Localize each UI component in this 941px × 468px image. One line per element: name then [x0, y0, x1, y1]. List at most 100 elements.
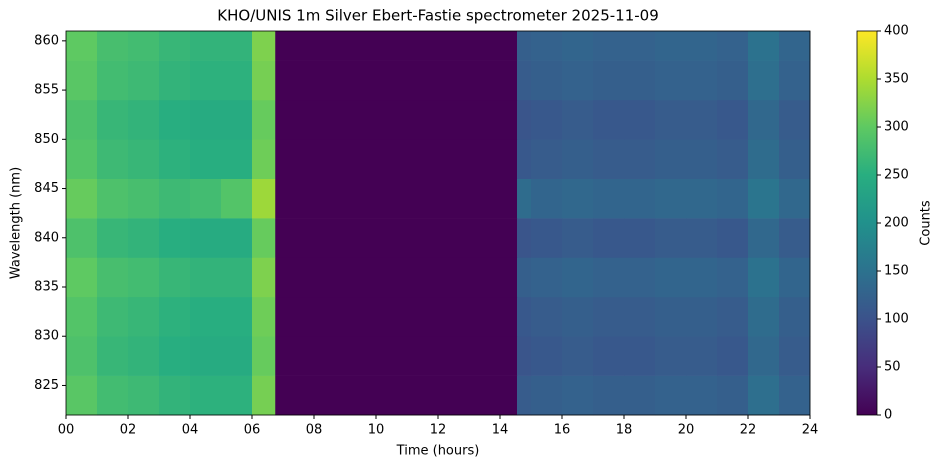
heatmap-cell: [128, 178, 160, 219]
heatmap-cell: [517, 336, 532, 376]
heatmap-cell: [252, 375, 276, 416]
heatmap-cell: [97, 296, 129, 337]
heatmap-cell: [159, 139, 191, 179]
heatmap-cell: [128, 139, 160, 179]
heatmap-cell: [66, 336, 98, 376]
y-tick-label: 825: [34, 378, 59, 393]
heatmap-cell: [562, 257, 594, 298]
heatmap-cell: [655, 218, 687, 258]
heatmap-cell: [66, 178, 98, 219]
heatmap-cell: [128, 218, 160, 258]
heatmap-cell: [531, 99, 563, 140]
heatmap-cell: [97, 257, 129, 298]
heatmap-cell: [97, 31, 129, 61]
heatmap-cell: [655, 99, 687, 140]
heatmap-cell: [779, 178, 811, 219]
x-tick-label: 14: [492, 423, 509, 438]
heatmap-cell: [686, 296, 718, 337]
heatmap-cell: [221, 257, 253, 298]
y-tick-label: 850: [34, 132, 59, 147]
heatmap-cell: [593, 178, 625, 219]
heatmap-cell: [517, 218, 532, 258]
heatmap-cell: [593, 296, 625, 337]
heatmap-cell: [66, 218, 98, 258]
heatmap-cell: [190, 257, 222, 298]
heatmap-cells: [66, 31, 811, 416]
heatmap-cell: [531, 257, 563, 298]
y-tick-label: 830: [34, 329, 59, 344]
heatmap-cell: [190, 31, 222, 61]
heatmap-cell: [128, 336, 160, 376]
heatmap-cell: [221, 60, 253, 101]
x-tick-label: 02: [120, 423, 137, 438]
heatmap-cell: [748, 257, 780, 298]
heatmap-cell: [562, 60, 594, 101]
heatmap-cell: [779, 218, 811, 258]
colorbar-tick-label: 150: [884, 264, 909, 279]
heatmap-cell: [593, 218, 625, 258]
y-tick-label: 845: [34, 181, 59, 196]
heatmap-cell: [655, 31, 687, 61]
colorbar-tick-label: 300: [884, 120, 909, 135]
heatmap-cell: [655, 60, 687, 101]
heatmap-cell: [517, 31, 532, 61]
heatmap-cell: [159, 60, 191, 101]
x-tick-label: 22: [740, 423, 757, 438]
heatmap-cell: [517, 178, 532, 219]
heatmap-cell: [748, 178, 780, 219]
heatmap-cell: [593, 139, 625, 179]
heatmap-cell: [252, 257, 276, 298]
heatmap-cell: [97, 60, 129, 101]
heatmap-cell: [252, 99, 276, 140]
heatmap-cell: [97, 99, 129, 140]
heatmap-cell: [275, 257, 518, 298]
heatmap-cell: [624, 296, 656, 337]
heatmap-cell: [748, 336, 780, 376]
heatmap-cell: [686, 257, 718, 298]
heatmap-cell: [779, 336, 811, 376]
heatmap-cell: [624, 336, 656, 376]
heatmap-cell: [517, 375, 532, 416]
heatmap-cell: [531, 139, 563, 179]
heatmap-cell: [686, 375, 718, 416]
heatmap-cell: [593, 60, 625, 101]
heatmap-cell: [190, 218, 222, 258]
heatmap-cell: [221, 218, 253, 258]
heatmap-cell: [517, 296, 532, 337]
heatmap-cell: [686, 31, 718, 61]
heatmap-cell: [159, 99, 191, 140]
x-tick-label: 18: [616, 423, 633, 438]
heatmap-cell: [686, 139, 718, 179]
heatmap-cell: [97, 178, 129, 219]
heatmap-cell: [531, 218, 563, 258]
x-tick-label: 06: [244, 423, 261, 438]
heatmap-cell: [159, 178, 191, 219]
colorbar-label: Counts: [919, 200, 934, 246]
heatmap-cell: [252, 218, 276, 258]
y-tick-label: 835: [34, 280, 59, 295]
heatmap-cell: [748, 139, 780, 179]
heatmap-cell: [624, 218, 656, 258]
heatmap-cell: [159, 31, 191, 61]
heatmap-cell: [655, 336, 687, 376]
heatmap-cell: [517, 99, 532, 140]
colorbar-tick-label: 400: [884, 24, 909, 39]
heatmap-cell: [686, 336, 718, 376]
heatmap-cell: [717, 139, 749, 179]
heatmap-cell: [562, 31, 594, 61]
heatmap-cell: [655, 178, 687, 219]
heatmap-cell: [562, 178, 594, 219]
heatmap-cell: [593, 31, 625, 61]
x-tick-label: 16: [554, 423, 571, 438]
heatmap-cell: [190, 178, 222, 219]
heatmap-cell: [686, 178, 718, 219]
heatmap-cell: [221, 139, 253, 179]
heatmap-cell: [531, 178, 563, 219]
heatmap-cell: [66, 296, 98, 337]
heatmap-cell: [252, 178, 276, 219]
heatmap-cell: [128, 99, 160, 140]
heatmap-cell: [66, 99, 98, 140]
colorbar-tick-label: 50: [884, 360, 901, 375]
heatmap-cell: [190, 375, 222, 416]
heatmap-cell: [252, 60, 276, 101]
